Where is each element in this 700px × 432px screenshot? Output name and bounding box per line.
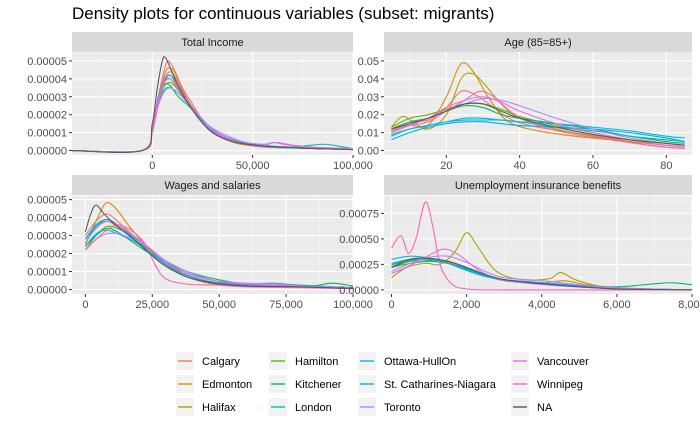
density-line-na — [72, 56, 353, 154]
x-tick-label: 60 — [587, 160, 599, 172]
facet-strip-label: Total Income — [181, 37, 243, 49]
x-tick-label: 50,000 — [202, 299, 236, 311]
y-tick-label: 0.00000 — [339, 285, 379, 297]
y-tick-label: 0.05 — [358, 56, 379, 68]
facet-panel-4: Unemployment insurance benefits 0 2,000 4,0… — [339, 175, 700, 311]
legend-label: Halifax — [202, 402, 236, 414]
x-tick-label: 75,000 — [269, 299, 303, 311]
y-tick-label: 0.00001 — [27, 267, 67, 279]
density-line-na — [84, 204, 353, 290]
x-tick-label: 100,000 — [333, 160, 373, 172]
facet-panel-3: Wages and salaries 0 25,000 50,000 75,000 100… — [27, 175, 373, 311]
legend-label: London — [295, 402, 332, 414]
y-tick-label: 0.00025 — [339, 259, 379, 271]
x-tick-label: 6,000 — [603, 299, 631, 311]
y-tick-label: 0.03 — [358, 92, 379, 104]
x-tick-label: 100,000 — [333, 299, 373, 311]
x-tick-label: 40 — [514, 160, 526, 172]
density-line-halifax — [391, 232, 692, 291]
x-tick-label: 4,000 — [528, 299, 556, 311]
density-line-winnipeg — [391, 90, 685, 150]
y-tick-label: 0.00002 — [27, 110, 67, 122]
facet-strip-label: Age (85=85+) — [504, 37, 571, 49]
legend-item-toronto: Toronto — [358, 398, 421, 416]
y-tick-label: 0.00000 — [27, 146, 67, 158]
y-tick-label: 0.01 — [358, 128, 379, 140]
legend-label: NA — [537, 402, 553, 414]
facet-panel-2: Age (85=85+) 20 40 60 80 0.00 0.01 0.02 0.03 0.04… — [358, 32, 692, 172]
legend-item-kitchener: Kitchener — [269, 375, 342, 393]
facet-panel-1: Total Income 0 50,000 100,000 0.00000 0.00001… — [27, 32, 373, 172]
density-line-vancouver — [84, 220, 353, 289]
legend-item-st-catharines-niagara: St. Catharines-Niagara — [358, 375, 497, 393]
legend-item-calgary: Calgary — [176, 352, 240, 370]
legend-label: Vancouver — [537, 356, 589, 368]
legend-label: Ottawa-HullOn — [384, 356, 456, 368]
legend-item-winnipeg: Winnipeg — [511, 375, 583, 393]
legend-label: Winnipeg — [537, 379, 583, 391]
y-tick-label: 0.00 — [358, 146, 379, 158]
legend-item-ottawa-hullon: Ottawa-HullOn — [358, 352, 456, 370]
x-tick-label: 25,000 — [135, 299, 169, 311]
density-line-na — [391, 102, 685, 146]
density-line-toronto — [84, 232, 353, 289]
y-tick-label: 0.00003 — [27, 92, 67, 104]
y-tick-label: 0.00004 — [27, 74, 67, 86]
y-tick-label: 0.00005 — [27, 195, 67, 207]
facet-strip-label: Wages and salaries — [164, 180, 261, 192]
panel-background — [72, 52, 353, 155]
y-tick-label: 0.00003 — [27, 231, 67, 243]
x-tick-label: 0 — [388, 299, 394, 311]
y-tick-label: 0.02 — [358, 110, 379, 122]
legend-label: Hamilton — [295, 356, 338, 368]
panel-background — [384, 52, 692, 155]
x-tick-label: 0 — [149, 160, 155, 172]
x-tick-label: 20 — [440, 160, 452, 172]
y-tick-label: 0.00004 — [27, 213, 67, 225]
y-tick-label: 0.00050 — [339, 234, 379, 246]
density-line-winnipeg — [391, 201, 692, 291]
legend-item-london: London — [269, 398, 332, 416]
y-tick-label: 0.04 — [358, 74, 379, 86]
chart-title: Density plots for continuous variables (… — [72, 4, 495, 23]
legend-label: Toronto — [384, 402, 421, 414]
x-tick-label: 2,000 — [453, 299, 481, 311]
y-tick-label: 0.00075 — [339, 208, 379, 220]
x-tick-label: 50,000 — [236, 160, 270, 172]
panel-background — [72, 196, 353, 294]
x-tick-label: 8,000 — [678, 299, 700, 311]
legend-item-halifax: Halifax — [176, 398, 236, 416]
x-tick-label: 80 — [660, 160, 672, 172]
density-line-toronto — [391, 255, 692, 291]
y-tick-label: 0.00002 — [27, 249, 67, 261]
facet-strip — [384, 32, 692, 52]
facet-strip — [72, 32, 353, 52]
x-tick-label: 0 — [82, 299, 88, 311]
y-tick-label: 0.00001 — [27, 128, 67, 140]
density-line-st-catharines-niagara — [391, 121, 685, 143]
y-tick-label: 0.00005 — [27, 56, 67, 68]
facet-strip — [384, 175, 692, 195]
legend-item-edmonton: Edmonton — [176, 375, 252, 393]
legend-item-vancouver: Vancouver — [511, 352, 589, 370]
y-tick-label: 0.00000 — [27, 285, 67, 297]
facet-strip — [72, 175, 353, 195]
legend-label: Calgary — [202, 356, 240, 368]
panel-background — [384, 196, 692, 294]
density-line-na — [391, 257, 692, 291]
legend-item-na: NA — [511, 398, 553, 416]
legend-label: Edmonton — [202, 379, 252, 391]
facet-strip-label: Unemployment insurance benefits — [455, 180, 622, 192]
density-line-winnipeg — [84, 224, 353, 290]
legend: Calgary Edmonton Halifax Hamilton Kitchener L… — [176, 352, 589, 416]
density-line-ottawa-hullon — [391, 117, 685, 139]
legend-label: St. Catharines-Niagara — [384, 379, 497, 391]
legend-item-hamilton: Hamilton — [269, 352, 338, 370]
legend-label: Kitchener — [295, 379, 342, 391]
